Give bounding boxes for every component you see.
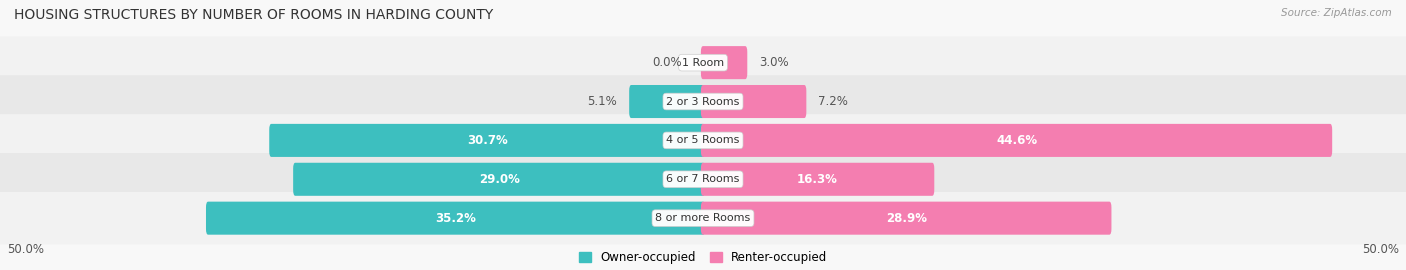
Text: 44.6%: 44.6% <box>995 134 1038 147</box>
FancyBboxPatch shape <box>0 36 1406 89</box>
FancyBboxPatch shape <box>0 114 1406 167</box>
Text: 50.0%: 50.0% <box>7 243 44 256</box>
Text: HOUSING STRUCTURES BY NUMBER OF ROOMS IN HARDING COUNTY: HOUSING STRUCTURES BY NUMBER OF ROOMS IN… <box>14 8 494 22</box>
Legend: Owner-occupied, Renter-occupied: Owner-occupied, Renter-occupied <box>579 251 827 264</box>
Text: 1 Room: 1 Room <box>682 58 724 68</box>
FancyBboxPatch shape <box>294 163 706 196</box>
Text: 5.1%: 5.1% <box>588 95 617 108</box>
FancyBboxPatch shape <box>0 192 1406 244</box>
FancyBboxPatch shape <box>700 124 1333 157</box>
Text: 29.0%: 29.0% <box>478 173 520 186</box>
Text: 2 or 3 Rooms: 2 or 3 Rooms <box>666 96 740 107</box>
FancyBboxPatch shape <box>0 75 1406 128</box>
Text: 8 or more Rooms: 8 or more Rooms <box>655 213 751 223</box>
FancyBboxPatch shape <box>630 85 706 118</box>
FancyBboxPatch shape <box>700 163 935 196</box>
FancyBboxPatch shape <box>270 124 706 157</box>
Text: 0.0%: 0.0% <box>652 56 682 69</box>
FancyBboxPatch shape <box>700 46 748 79</box>
Text: 50.0%: 50.0% <box>1362 243 1399 256</box>
Text: 28.9%: 28.9% <box>886 212 927 225</box>
Text: 16.3%: 16.3% <box>797 173 838 186</box>
FancyBboxPatch shape <box>700 85 807 118</box>
Text: Source: ZipAtlas.com: Source: ZipAtlas.com <box>1281 8 1392 18</box>
FancyBboxPatch shape <box>0 153 1406 205</box>
Text: 35.2%: 35.2% <box>434 212 477 225</box>
Text: 6 or 7 Rooms: 6 or 7 Rooms <box>666 174 740 184</box>
Text: 4 or 5 Rooms: 4 or 5 Rooms <box>666 135 740 146</box>
Text: 7.2%: 7.2% <box>818 95 848 108</box>
Text: 3.0%: 3.0% <box>759 56 789 69</box>
Text: 30.7%: 30.7% <box>467 134 508 147</box>
FancyBboxPatch shape <box>700 202 1111 235</box>
FancyBboxPatch shape <box>205 202 704 235</box>
